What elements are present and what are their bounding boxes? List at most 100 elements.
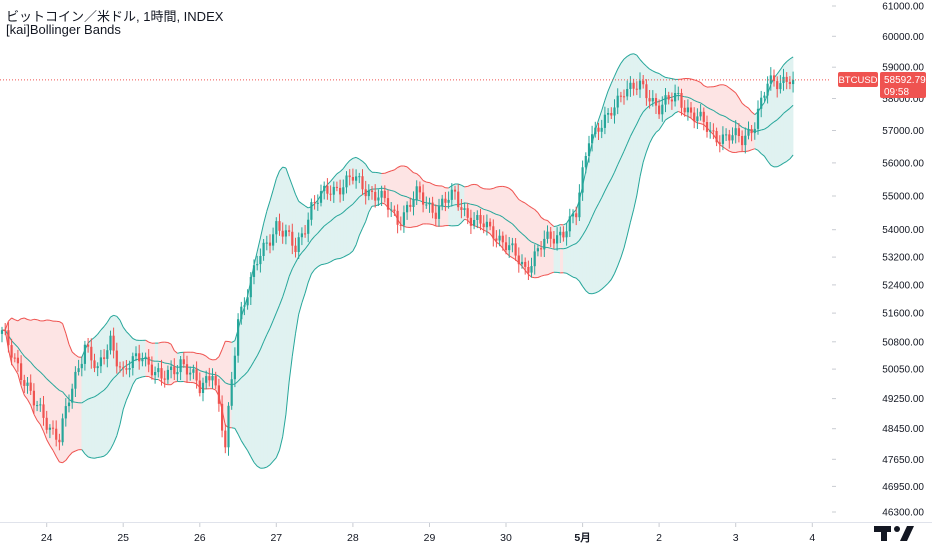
candle-body bbox=[738, 128, 740, 136]
candle-body bbox=[623, 96, 625, 97]
candle-body bbox=[33, 391, 35, 406]
candle-body bbox=[620, 96, 622, 97]
time-tick-label: 27 bbox=[270, 532, 282, 544]
candle-body bbox=[562, 232, 564, 238]
candle-body bbox=[760, 98, 762, 109]
candle-body bbox=[285, 230, 287, 236]
band-fill-segment bbox=[296, 194, 299, 333]
candle-body bbox=[314, 202, 316, 203]
candle-body bbox=[572, 213, 574, 216]
candle-body bbox=[521, 262, 523, 264]
candle-body bbox=[588, 143, 590, 156]
candle-body bbox=[467, 208, 469, 218]
candle-body bbox=[518, 256, 520, 265]
candle-body bbox=[253, 265, 255, 277]
candle-body bbox=[441, 199, 443, 207]
candle-body bbox=[361, 176, 363, 189]
candle-body bbox=[355, 176, 357, 180]
candle-body bbox=[78, 368, 80, 372]
candle-body bbox=[39, 404, 41, 405]
band-lower-segment bbox=[442, 226, 445, 227]
candle-body bbox=[62, 418, 64, 442]
candle-body bbox=[68, 403, 70, 407]
candle-body bbox=[687, 108, 689, 113]
candle-body bbox=[709, 130, 711, 132]
band-fill-segment bbox=[646, 66, 649, 152]
candle-body bbox=[712, 130, 714, 131]
candle-body bbox=[278, 221, 280, 231]
candle-body bbox=[664, 95, 666, 104]
candle bbox=[227, 402, 229, 456]
candle-body bbox=[671, 100, 673, 102]
candle-body bbox=[722, 135, 724, 144]
candle-body bbox=[511, 243, 513, 245]
candle-body bbox=[145, 357, 147, 359]
price-tick-label: 46950.00 bbox=[882, 482, 924, 493]
time-tick-label: 24 bbox=[41, 532, 53, 544]
price-tick-label: 54000.00 bbox=[882, 225, 924, 236]
band-lower-segment bbox=[557, 272, 560, 273]
candle-body bbox=[173, 367, 175, 375]
price-tick-label: 50800.00 bbox=[882, 337, 924, 348]
candle-body bbox=[349, 176, 351, 178]
band-fill-segment bbox=[286, 168, 289, 414]
candle-body bbox=[744, 136, 746, 145]
candle-body bbox=[119, 366, 121, 367]
candle-body bbox=[652, 98, 654, 101]
candle-body bbox=[751, 129, 753, 133]
candle-body bbox=[502, 236, 504, 243]
candle-body bbox=[36, 405, 38, 406]
candle-body bbox=[151, 365, 153, 376]
symbol-badge-text: BTCUSD bbox=[838, 75, 877, 86]
candle-body bbox=[157, 368, 159, 372]
candle-body bbox=[135, 353, 137, 356]
candle-body bbox=[58, 440, 60, 442]
candle-body bbox=[792, 80, 794, 84]
candle-body bbox=[71, 389, 73, 403]
candle-body bbox=[215, 376, 217, 385]
candle-body bbox=[550, 232, 552, 239]
candle-body bbox=[661, 105, 663, 115]
candle-body bbox=[180, 359, 182, 372]
indicator-title: [kai]Bollinger Bands bbox=[6, 22, 121, 37]
candle-body bbox=[317, 203, 319, 204]
candle-body bbox=[368, 191, 370, 197]
candle-body bbox=[680, 93, 682, 108]
candle-body bbox=[266, 243, 268, 244]
candle-body bbox=[438, 206, 440, 219]
candle-body bbox=[17, 358, 19, 364]
candle-body bbox=[419, 186, 421, 192]
candle-body bbox=[524, 262, 526, 267]
candle-body bbox=[122, 367, 124, 368]
candle-body bbox=[636, 89, 638, 90]
candle-body bbox=[575, 213, 577, 217]
price-tick-label: 57000.00 bbox=[882, 126, 924, 137]
candle-body bbox=[776, 81, 778, 89]
candle-body bbox=[553, 239, 555, 244]
candle-body bbox=[527, 267, 529, 273]
candle-body bbox=[106, 350, 108, 359]
candle-body bbox=[330, 194, 332, 195]
band-fill-segment bbox=[280, 167, 283, 450]
candle-body bbox=[243, 305, 245, 306]
time-tick-label: 5月 bbox=[574, 532, 590, 544]
candle-body bbox=[582, 167, 584, 192]
candle-body bbox=[192, 369, 194, 373]
candle-body bbox=[387, 198, 389, 210]
candle-body bbox=[757, 109, 759, 129]
time-tick-label: 4 bbox=[809, 532, 815, 544]
candle-body bbox=[240, 307, 242, 320]
tradingview-logo-icon[interactable] bbox=[874, 522, 918, 542]
candle-body bbox=[84, 345, 86, 364]
candle-body bbox=[227, 406, 229, 448]
candle-body bbox=[700, 112, 702, 117]
candle-body bbox=[259, 256, 261, 264]
band-fill-segment bbox=[634, 54, 637, 210]
candle-body bbox=[597, 128, 599, 132]
candle-body bbox=[186, 364, 188, 374]
candle-body bbox=[345, 176, 347, 188]
candle-body bbox=[167, 370, 169, 380]
candle-body bbox=[626, 89, 628, 96]
